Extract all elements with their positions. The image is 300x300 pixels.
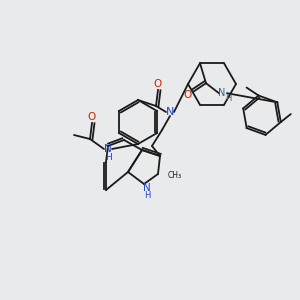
- Text: O: O: [184, 90, 192, 100]
- Text: N: N: [166, 107, 174, 117]
- Text: N: N: [218, 88, 226, 98]
- Text: O: O: [154, 79, 162, 89]
- Text: H: H: [225, 94, 231, 103]
- Text: N: N: [104, 144, 112, 154]
- Text: N: N: [143, 183, 151, 193]
- Text: H: H: [144, 190, 150, 200]
- Text: H: H: [105, 152, 111, 161]
- Text: CH₃: CH₃: [168, 172, 182, 181]
- Text: O: O: [88, 112, 96, 122]
